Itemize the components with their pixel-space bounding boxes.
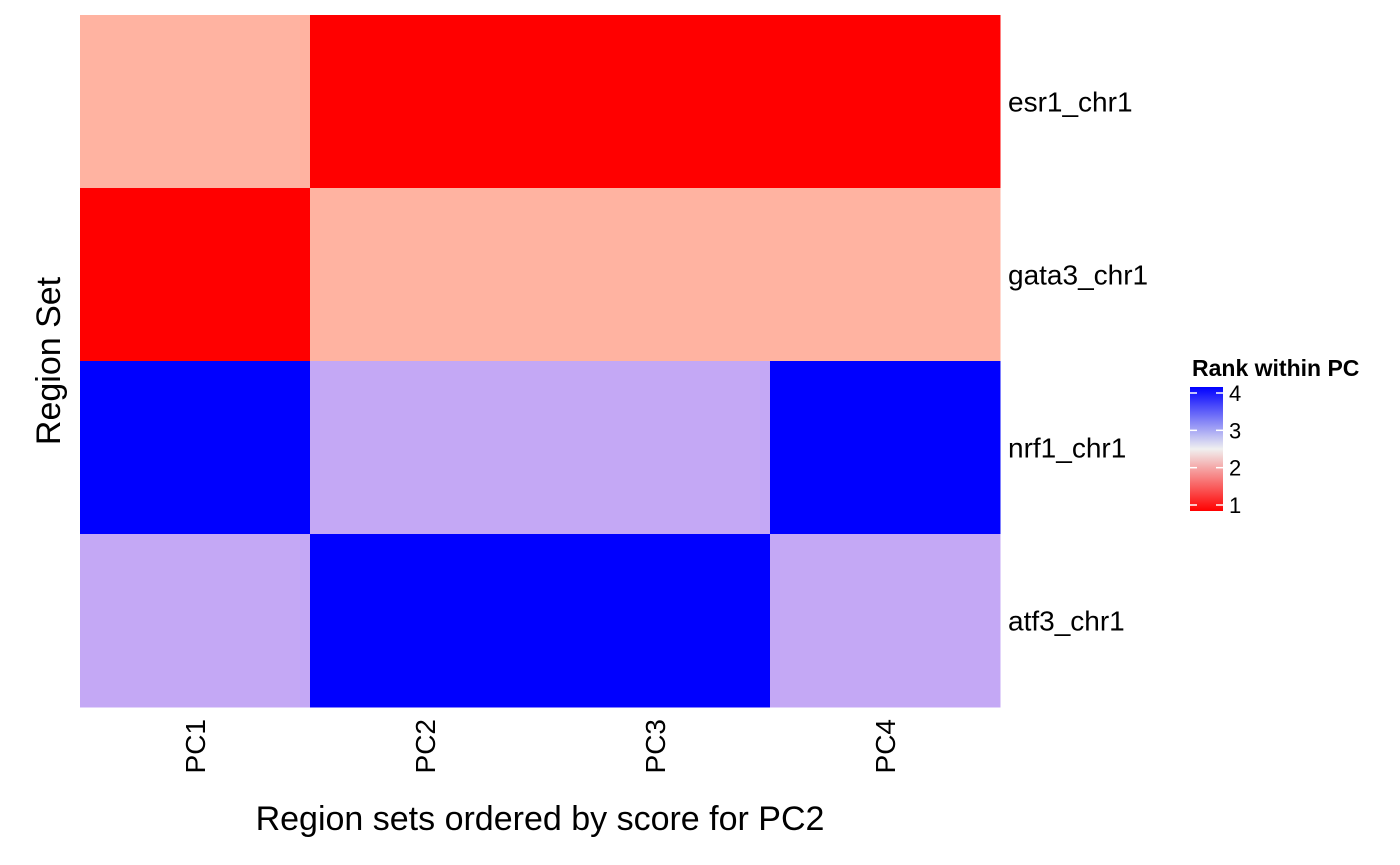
legend-ticks: 4 3 2 1 — [1190, 381, 1241, 518]
color-legend: Rank within PC 4 3 2 1 — [1190, 355, 1359, 518]
heatmap-cell-esr1_chr1-PC1 — [80, 15, 311, 189]
heatmap-cell-nrf1_chr1-PC1 — [80, 361, 311, 535]
legend-tick-label: 4 — [1229, 381, 1241, 406]
x-tick-label: PC4 — [870, 719, 901, 773]
x-axis-title: Region sets ordered by score for PC2 — [256, 800, 825, 838]
heatmap-cell-atf3_chr1-PC4 — [770, 534, 1001, 708]
y-tick-labels: esr1_chr1 gata3_chr1 nrf1_chr1 atf3_chr1 — [1008, 87, 1148, 637]
legend-title: Rank within PC — [1192, 355, 1359, 381]
heatmap-cell-nrf1_chr1-PC2 — [310, 361, 541, 535]
y-tick-label: esr1_chr1 — [1008, 87, 1133, 118]
heatmap-cell-atf3_chr1-PC2 — [310, 534, 541, 708]
heatmap-cell-nrf1_chr1-PC3 — [540, 361, 771, 535]
heatmap-cells — [80, 15, 1001, 708]
y-tick-label: gata3_chr1 — [1008, 260, 1148, 291]
heatmap-cell-gata3_chr1-PC4 — [770, 188, 1001, 362]
legend-tick-label: 2 — [1229, 456, 1241, 481]
heatmap-cell-atf3_chr1-PC3 — [540, 534, 771, 708]
heatmap-cell-esr1_chr1-PC2 — [310, 15, 541, 189]
heatmap-cell-gata3_chr1-PC2 — [310, 188, 541, 362]
heatmap-cell-atf3_chr1-PC1 — [80, 534, 311, 708]
heatmap-cell-esr1_chr1-PC3 — [540, 15, 771, 189]
legend-tick-label: 1 — [1229, 493, 1241, 518]
y-tick-label: atf3_chr1 — [1008, 606, 1125, 637]
x-tick-label: PC1 — [180, 719, 211, 773]
heatmap-cell-nrf1_chr1-PC4 — [770, 361, 1001, 535]
heatmap-cell-gata3_chr1-PC3 — [540, 188, 771, 362]
y-tick-label: nrf1_chr1 — [1008, 433, 1126, 464]
x-tick-labels: PC1 PC2 PC3 PC4 — [180, 719, 901, 773]
heatmap-cell-gata3_chr1-PC1 — [80, 188, 311, 362]
legend-tick-label: 3 — [1229, 418, 1241, 443]
heatmap-cell-esr1_chr1-PC4 — [770, 15, 1001, 189]
y-axis-title: Region Set — [30, 276, 68, 445]
legend-colorbar — [1190, 387, 1223, 511]
x-tick-label: PC2 — [410, 719, 441, 773]
x-tick-label: PC3 — [640, 719, 671, 773]
